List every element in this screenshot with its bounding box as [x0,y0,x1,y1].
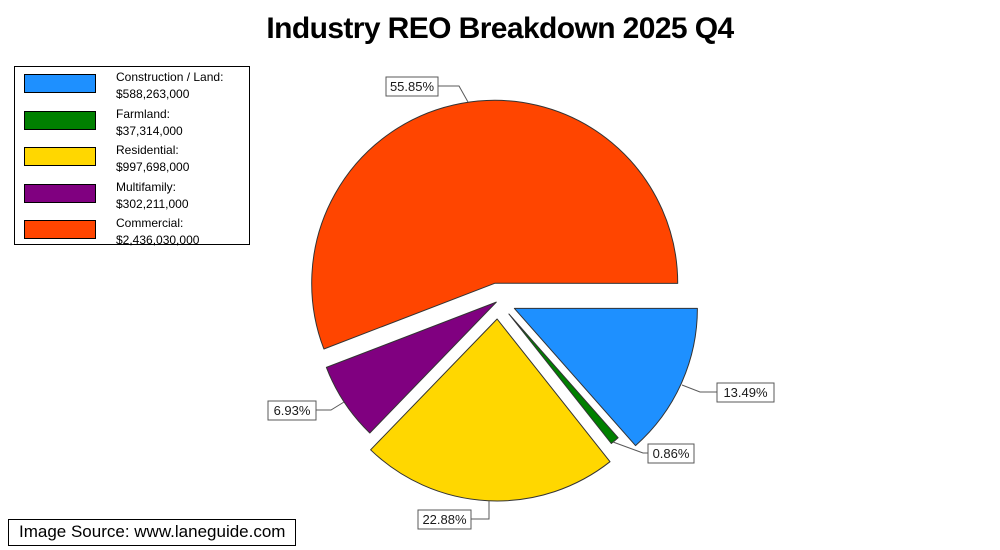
legend-color-swatch-construction-land [24,74,96,93]
percent-label-box-residential [417,509,472,530]
legend-text-commercial: Commercial: $2,436,030,000 [116,215,199,249]
percent-label-box-construction-land [716,382,775,403]
legend-color-swatch-multifamily [24,183,96,203]
percent-label-farmland: 0.86% [653,446,690,461]
legend-item-construction-land: Construction / Land: $588,263,000 [15,69,249,109]
legend-color-swatch-farmland [24,110,96,130]
legend-item-multifamily: Multifamily: $302,211,000 [15,179,249,219]
pie-slice-farmland [508,313,619,444]
percent-label-residential: 22.88% [422,512,467,527]
chart-title: Industry REO Breakdown 2025 Q4 [266,12,734,45]
legend-item-farmland: Farmland: $37,314,000 [15,106,249,146]
legend-label: Farmland: [116,106,171,121]
legend-item-commercial: Commercial: $2,436,030,000 [15,215,249,255]
percent-label-multifamily: 6.93% [274,403,311,418]
pie-slice-commercial [311,99,679,350]
legend: Construction / Land: $588,263,000 Farmland… [14,66,250,247]
leader-line-commercial [438,85,469,103]
percent-label-commercial: 55.85% [390,79,435,94]
legend-value: $302,211,000 [116,196,189,211]
leader-line-farmland [612,441,648,454]
percent-label-box-farmland [647,443,695,464]
pie-slice-residential [370,318,611,502]
legend-value: $997,698,000 [116,160,190,175]
image-source-box: Image Source: www.laneguide.com [8,519,297,546]
legend-text-farmland: Farmland: $37,314,000 [116,106,183,140]
legend-value: $588,263,000 [116,87,190,101]
legend-label: Commercial: [116,216,184,231]
leader-line-multifamily [316,401,345,411]
legend-value: $37,314,000 [116,123,183,138]
legend-text-multifamily: Multifamily: $302,211,000 [116,179,189,213]
percent-label-box-multifamily [267,400,317,421]
legend-text-construction-land: Construction / Land: $588,263,000 [116,69,223,103]
percent-label-box-commercial [385,76,439,97]
image-source-text: Image Source: www.laneguide.com [19,522,286,541]
legend-value: $2,436,030,000 [116,233,200,248]
percent-label-construction-land: 13.49% [723,385,768,400]
legend-label: Construction / Land: [116,70,224,84]
legend-text-residential: Residential: $997,698,000 [116,142,189,176]
legend-item-residential: Residential: $997,698,000 [15,142,249,182]
leader-line-residential [471,501,490,520]
legend-color-swatch-commercial [24,220,96,240]
pie-slice-construction-land [513,307,698,447]
legend-color-swatch-residential [24,147,96,167]
legend-label: Residential: [116,143,179,158]
leader-line-construction-land [681,384,717,393]
legend-label: Multifamily: [116,179,177,194]
pie-slice-multifamily [325,301,497,434]
